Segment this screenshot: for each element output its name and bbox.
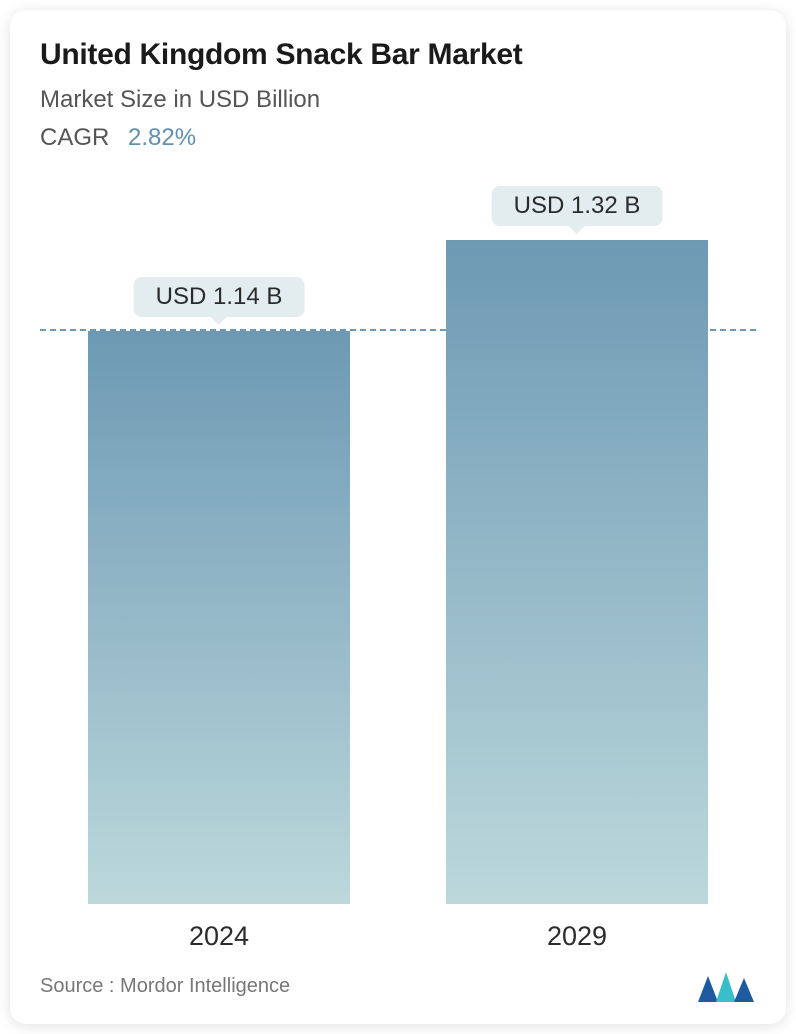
chart-subtitle: Market Size in USD Billion [40,86,756,114]
bar-column-0: USD 1.14 B [69,240,369,904]
bar-0 [88,331,350,904]
chart-title: United Kingdom Snack Bar Market [40,38,756,72]
chart-area: USD 1.14 B USD 1.32 B [40,240,756,904]
chart-card: United Kingdom Snack Bar Market Market S… [10,10,786,1024]
bars-container: USD 1.14 B USD 1.32 B [40,240,756,904]
value-pill-0: USD 1.14 B [134,277,305,317]
cagr-label: CAGR [40,124,109,151]
value-pill-1: USD 1.32 B [492,186,663,226]
cagr-row: CAGR 2.82% [40,124,756,152]
bar-1 [446,240,708,904]
chart-footer: Source : Mordor Intelligence [40,968,756,1004]
x-axis-labels: 2024 2029 [40,921,756,952]
x-label-0: 2024 [69,921,369,952]
cagr-value: 2.82% [128,124,196,151]
bar-column-1: USD 1.32 B [427,240,727,904]
brand-logo-icon [696,968,756,1004]
source-text: Source : Mordor Intelligence [40,975,290,998]
x-label-1: 2029 [427,921,727,952]
